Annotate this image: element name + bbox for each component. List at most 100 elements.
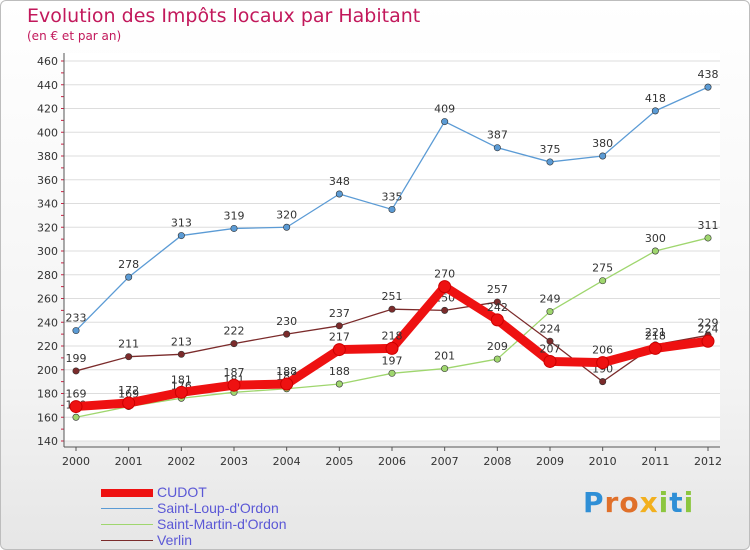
data-label-cudot: 169 <box>66 388 87 401</box>
data-label-saint-loup-d-ordon: 335 <box>382 190 403 203</box>
data-point-verlin <box>283 330 291 338</box>
y-tick-label: 380 <box>37 150 58 163</box>
data-label-cudot: 181 <box>171 373 192 386</box>
data-point-saint-loup-d-ordon <box>651 107 659 115</box>
y-tick-label: 300 <box>37 245 58 258</box>
data-label-saint-loup-d-ordon: 387 <box>487 129 508 142</box>
data-point-saint-loup-d-ordon <box>546 158 554 166</box>
data-label-verlin: 229 <box>698 316 719 329</box>
data-point-cudot <box>280 377 294 391</box>
proxiti-logo: Proxiti <box>583 486 695 519</box>
x-tick-label: 2004 <box>273 455 301 468</box>
chart-title: Evolution des Impôts locaux par Habitant <box>27 5 421 27</box>
data-point-verlin <box>599 378 607 386</box>
data-label-verlin: 211 <box>118 338 139 351</box>
data-label-verlin: 230 <box>276 315 297 328</box>
data-label-saint-martin-d-ordon: 311 <box>698 219 719 232</box>
legend-label: Saint-Loup-d'Ordon <box>157 500 279 516</box>
data-point-saint-loup-d-ordon <box>72 327 80 335</box>
data-point-cudot <box>385 341 399 355</box>
data-label-saint-martin-d-ordon: 197 <box>382 354 403 367</box>
data-point-saint-martin-d-ordon <box>72 413 80 421</box>
data-label-verlin: 224 <box>540 322 561 335</box>
data-label-verlin: 199 <box>66 352 87 365</box>
data-label-saint-martin-d-ordon: 275 <box>592 262 613 275</box>
chart-subtitle: (en € et par an) <box>27 29 122 43</box>
data-label-cudot: 172 <box>118 384 139 397</box>
x-tick-label: 2007 <box>431 455 459 468</box>
data-label-saint-martin-d-ordon: 169 <box>118 388 139 401</box>
y-tick-label: 280 <box>37 269 58 282</box>
data-point-cudot <box>701 334 715 348</box>
data-point-saint-loup-d-ordon <box>388 205 396 213</box>
legend-swatch-verlin <box>101 540 153 541</box>
data-label-saint-loup-d-ordon: 348 <box>329 175 350 188</box>
x-tick-label: 2011 <box>641 455 669 468</box>
y-tick-label: 400 <box>37 126 58 139</box>
data-label-saint-loup-d-ordon: 380 <box>592 137 613 150</box>
data-label-cudot: 188 <box>276 365 297 378</box>
data-label-saint-loup-d-ordon: 409 <box>434 103 455 116</box>
x-tick-label: 2012 <box>694 455 722 468</box>
data-point-saint-martin-d-ordon <box>546 308 554 316</box>
data-point-cudot <box>648 341 662 355</box>
data-point-saint-loup-d-ordon <box>283 223 291 231</box>
data-point-saint-martin-d-ordon <box>335 380 343 388</box>
data-point-saint-loup-d-ordon <box>493 144 501 152</box>
y-tick-label: 360 <box>37 174 58 187</box>
data-point-verlin <box>72 367 80 375</box>
y-tick-label: 320 <box>37 221 58 234</box>
data-point-verlin <box>230 340 238 348</box>
data-point-saint-loup-d-ordon <box>441 118 449 126</box>
data-label-saint-loup-d-ordon: 438 <box>698 68 719 81</box>
data-label-cudot: 206 <box>592 344 613 357</box>
data-label-cudot: 242 <box>487 301 508 314</box>
data-point-verlin <box>546 337 554 345</box>
y-tick-label: 220 <box>37 340 58 353</box>
data-point-saint-martin-d-ordon <box>493 355 501 363</box>
data-point-cudot <box>122 396 136 410</box>
y-tick-label: 140 <box>37 435 58 448</box>
data-point-cudot <box>332 343 346 357</box>
data-label-cudot: 218 <box>382 329 403 342</box>
legend-label: Verlin <box>157 532 193 548</box>
data-point-saint-martin-d-ordon <box>388 369 396 377</box>
data-point-saint-martin-d-ordon <box>651 247 659 255</box>
data-label-saint-martin-d-ordon: 249 <box>540 293 561 306</box>
data-point-saint-loup-d-ordon <box>125 273 133 281</box>
data-label-cudot: 270 <box>434 268 455 281</box>
x-tick-label: 2006 <box>378 455 406 468</box>
x-tick-label: 2003 <box>220 455 248 468</box>
y-tick-label: 200 <box>37 364 58 377</box>
data-point-saint-loup-d-ordon <box>704 83 712 91</box>
data-point-cudot <box>543 354 557 368</box>
data-label-cudot: 207 <box>540 342 561 355</box>
data-label-saint-martin-d-ordon: 209 <box>487 340 508 353</box>
y-tick-label: 420 <box>37 103 58 116</box>
data-point-cudot <box>490 313 504 327</box>
data-label-saint-loup-d-ordon: 233 <box>66 312 87 325</box>
y-tick-label: 240 <box>37 316 58 329</box>
data-label-verlin: 251 <box>382 290 403 303</box>
data-point-saint-martin-d-ordon <box>441 365 449 373</box>
data-label-saint-loup-d-ordon: 418 <box>645 92 666 105</box>
data-point-saint-loup-d-ordon <box>335 190 343 198</box>
data-label-saint-loup-d-ordon: 320 <box>276 208 297 221</box>
data-point-verlin <box>177 350 185 358</box>
data-point-verlin <box>335 322 343 330</box>
data-label-saint-martin-d-ordon: 188 <box>329 365 350 378</box>
x-tick-label: 2002 <box>167 455 195 468</box>
data-label-saint-loup-d-ordon: 375 <box>540 143 561 156</box>
data-label-saint-loup-d-ordon: 278 <box>118 258 139 271</box>
x-tick-label: 2005 <box>325 455 353 468</box>
data-label-saint-loup-d-ordon: 313 <box>171 217 192 230</box>
data-point-saint-loup-d-ordon <box>599 152 607 160</box>
y-tick-label: 440 <box>37 79 58 92</box>
x-tick-label: 2001 <box>115 455 143 468</box>
data-label-cudot: 218 <box>645 329 666 342</box>
plot-area <box>64 53 720 441</box>
data-label-verlin: 213 <box>171 335 192 348</box>
data-point-verlin <box>493 298 501 306</box>
